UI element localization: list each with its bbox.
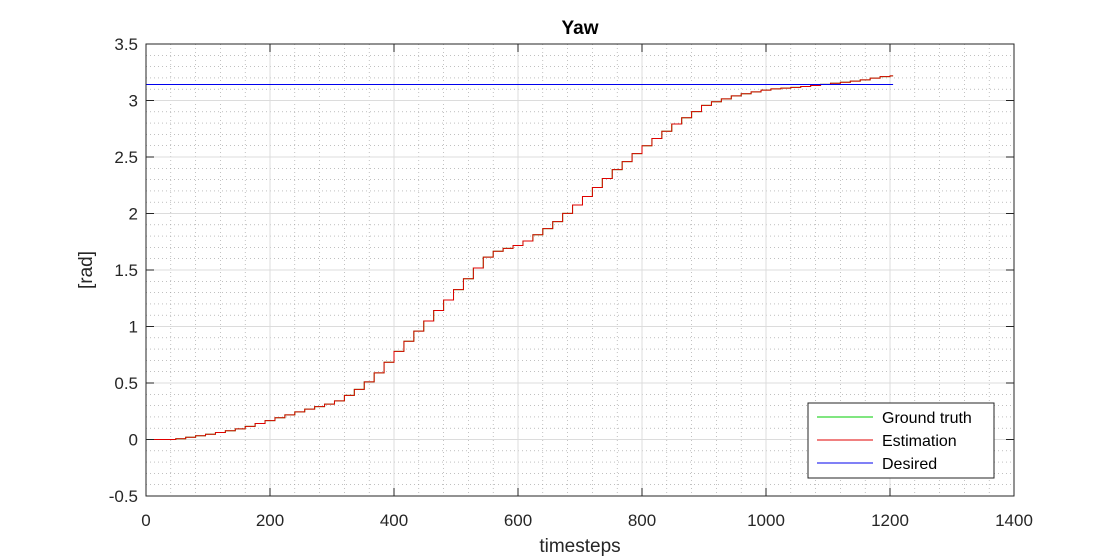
x-tick-label: 800 — [628, 511, 656, 530]
y-tick-labels: -0.5 0 0.5 1 1.5 2 2.5 3 3.5 — [109, 35, 138, 506]
y-axis-title: [rad] — [76, 251, 97, 289]
y-tick-label: 0.5 — [114, 374, 138, 393]
y-tick-label: 3.5 — [114, 35, 138, 54]
series-layer — [146, 75, 894, 440]
x-tick-label: 1000 — [747, 511, 785, 530]
y-tick-label: 2.5 — [114, 148, 138, 167]
chart-title: Yaw — [562, 18, 599, 39]
y-tick-label: 3 — [129, 92, 138, 111]
y-tick-label: -0.5 — [109, 487, 138, 506]
legend-label-ground-truth: Ground truth — [882, 410, 972, 427]
x-tick-labels: 0 200 400 600 800 1000 1200 1400 — [141, 511, 1033, 530]
x-tick-label: 1200 — [871, 511, 909, 530]
legend-label-desired: Desired — [882, 456, 937, 473]
x-tick-label: 1400 — [995, 511, 1033, 530]
tick-marks — [145, 43, 1015, 497]
legend-label-estimation: Estimation — [882, 433, 957, 450]
series-line-estimation — [146, 75, 894, 440]
y-tick-label: 1 — [129, 318, 138, 337]
legend: Ground truth Estimation Desired — [807, 402, 995, 479]
y-tick-label: 2 — [129, 205, 138, 224]
x-tick-label: 600 — [504, 511, 532, 530]
y-tick-label: 0 — [129, 431, 138, 450]
x-tick-label: 400 — [380, 511, 408, 530]
x-tick-label: 0 — [141, 511, 150, 530]
x-axis-title: timesteps — [539, 536, 620, 557]
x-tick-label: 200 — [256, 511, 284, 530]
y-tick-label: 1.5 — [114, 261, 138, 280]
